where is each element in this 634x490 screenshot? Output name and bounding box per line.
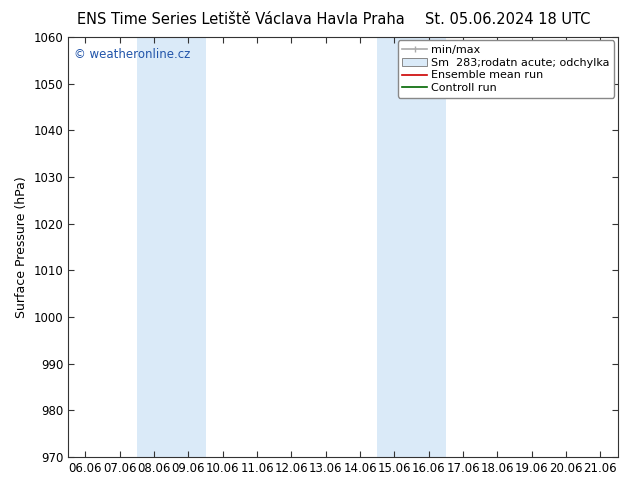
Y-axis label: Surface Pressure (hPa): Surface Pressure (hPa) [15,176,28,318]
Legend: min/max, Sm  283;rodatn acute; odchylka, Ensemble mean run, Controll run: min/max, Sm 283;rodatn acute; odchylka, … [398,41,614,98]
Text: St. 05.06.2024 18 UTC: St. 05.06.2024 18 UTC [425,12,590,27]
Bar [377,37,446,457]
Text: © weatheronline.cz: © weatheronline.cz [74,48,190,61]
Text: ENS Time Series Letiště Václava Havla Praha: ENS Time Series Letiště Václava Havla Pr… [77,12,404,27]
Bar [137,37,205,457]
